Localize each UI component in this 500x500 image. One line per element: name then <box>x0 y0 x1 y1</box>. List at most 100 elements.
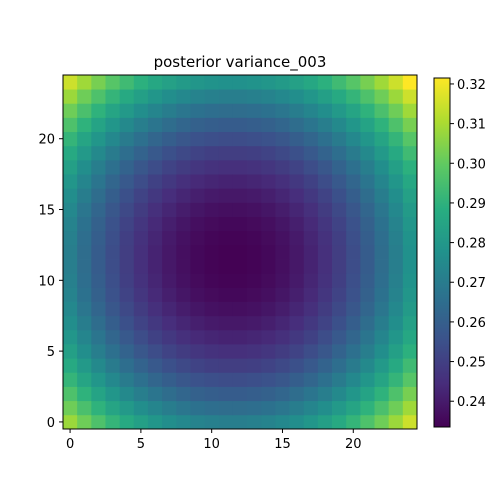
heatmap-cell <box>360 216 375 232</box>
heatmap-cell <box>119 159 135 175</box>
heatmap-cell <box>91 89 106 104</box>
heatmap-cell <box>190 230 205 246</box>
heatmap-cell <box>147 202 163 217</box>
heatmap-cell <box>119 372 135 387</box>
heatmap-cell <box>402 287 418 302</box>
heatmap-cell <box>133 145 149 161</box>
heatmap-cell <box>346 273 361 288</box>
heatmap-cell <box>119 259 135 274</box>
heatmap-cell <box>289 414 305 430</box>
heatmap-cell <box>332 400 347 416</box>
heatmap-cell <box>218 117 234 133</box>
heatmap-cell <box>204 174 220 189</box>
heatmap-cell <box>303 414 319 430</box>
heatmap-cell <box>275 145 290 161</box>
heatmap-cell <box>218 344 234 359</box>
heatmap-cell <box>388 273 404 288</box>
heatmap-cell <box>247 329 262 345</box>
heatmap-cell <box>275 174 290 189</box>
heatmap-cell <box>374 117 390 133</box>
heatmap-cell <box>218 216 234 232</box>
heatmap-cell <box>374 259 390 274</box>
heatmap-cell <box>105 259 121 274</box>
heatmap-cell <box>317 117 333 133</box>
heatmap-cell <box>77 89 92 104</box>
heatmap-cell <box>275 400 290 416</box>
heatmap-cell <box>374 315 390 331</box>
heatmap-cell <box>388 287 404 302</box>
colorbar-tick-label: 0.24 <box>457 395 486 410</box>
heatmap-cell <box>91 145 106 161</box>
heatmap-cell <box>77 188 92 203</box>
heatmap-cell <box>91 287 106 302</box>
heatmap-cell <box>247 414 262 430</box>
heatmap-cell <box>346 400 361 416</box>
heatmap-cell <box>63 188 78 203</box>
heatmap-cell <box>218 400 234 416</box>
heatmap-cell <box>105 89 121 104</box>
heatmap-cell <box>332 202 347 217</box>
heatmap-cell <box>388 174 404 189</box>
heatmap-cell <box>190 329 205 345</box>
heatmap-cell <box>275 329 290 345</box>
heatmap-cell <box>218 244 234 260</box>
heatmap-cell <box>133 103 149 118</box>
heatmap-cell <box>289 75 305 90</box>
heatmap-cell <box>374 103 390 118</box>
heatmap-cell <box>360 103 375 118</box>
heatmap-cell <box>63 358 78 373</box>
heatmap-cell <box>346 174 361 189</box>
heatmap-cell <box>232 273 248 288</box>
heatmap-cell <box>204 188 220 203</box>
heatmap-cell <box>133 414 149 430</box>
heatmap-cell <box>275 244 290 260</box>
heatmap-cell <box>303 216 319 232</box>
heatmap-cell <box>133 117 149 133</box>
heatmap-cell <box>232 244 248 260</box>
heatmap-cell <box>91 386 106 402</box>
heatmap-cell <box>63 315 78 331</box>
heatmap-cell <box>91 174 106 189</box>
heatmap-cell <box>332 145 347 161</box>
heatmap-cell <box>360 329 375 345</box>
heatmap-cell <box>261 103 276 118</box>
heatmap-cell <box>176 386 191 402</box>
heatmap-cell <box>162 188 177 203</box>
heatmap-cell <box>162 75 177 90</box>
heatmap-cell <box>63 230 78 246</box>
heatmap-cell <box>105 202 121 217</box>
heatmap-cell <box>261 301 276 317</box>
heatmap-cell <box>91 273 106 288</box>
heatmap-cell <box>317 244 333 260</box>
heatmap-cell <box>374 230 390 246</box>
heatmap-cell <box>332 414 347 430</box>
heatmap-cell <box>332 259 347 274</box>
heatmap-cell <box>162 414 177 430</box>
heatmap-cell <box>360 188 375 203</box>
heatmap-cell <box>190 358 205 373</box>
heatmap-cell <box>346 75 361 90</box>
heatmap-cell <box>176 244 191 260</box>
heatmap-cell <box>176 329 191 345</box>
heatmap-cell <box>317 372 333 387</box>
heatmap-cell <box>91 159 106 175</box>
heatmap-cell <box>388 202 404 217</box>
heatmap-cell <box>91 329 106 345</box>
heatmap-cell <box>388 358 404 373</box>
heatmap-cell <box>360 174 375 189</box>
heatmap-cell <box>303 329 319 345</box>
heatmap-cell <box>190 89 205 104</box>
heatmap-cell <box>190 103 205 118</box>
heatmap-cell <box>275 188 290 203</box>
heatmap-cell <box>147 386 163 402</box>
heatmap-cell <box>204 145 220 161</box>
heatmap-cell <box>204 230 220 246</box>
heatmap-cell <box>133 386 149 402</box>
heatmap-cell <box>374 202 390 217</box>
heatmap-cell <box>388 344 404 359</box>
heatmap-cell <box>77 400 92 416</box>
heatmap-cell <box>63 273 78 288</box>
heatmap-cell <box>261 174 276 189</box>
heatmap-cell <box>303 400 319 416</box>
x-axis: 0 5 10 15 20 <box>66 429 362 452</box>
